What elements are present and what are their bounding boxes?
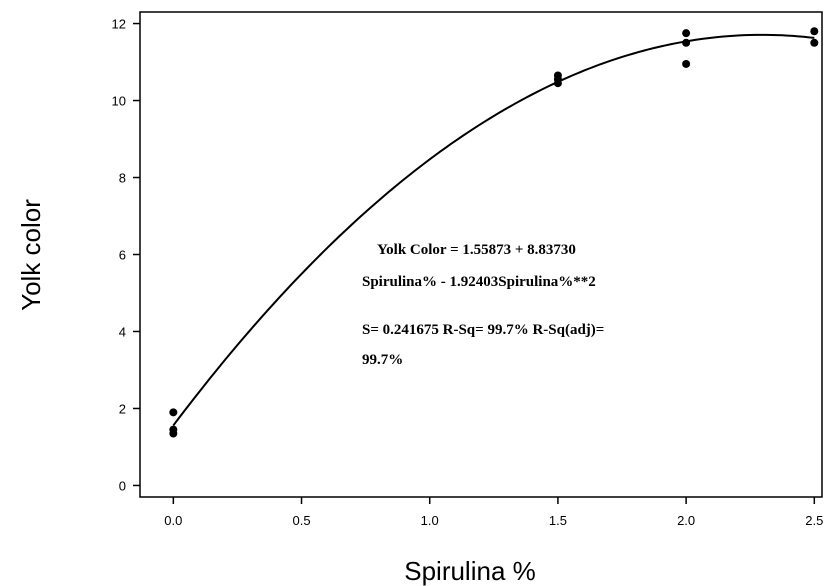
x-axis-ticks: 0.0 0.5 1.0 1.5 2.0 2.5 (164, 497, 823, 528)
annotation-line-2: Spirulina% - 1.92403Spirulina%**2 (362, 274, 596, 290)
fit-curve (172, 33, 815, 427)
data-point (553, 79, 562, 88)
data-point (810, 38, 819, 47)
y-tick-label: 0 (119, 478, 126, 493)
y-tick-label: 12 (112, 17, 126, 32)
y-tick-label: 2 (119, 401, 126, 416)
y-tick-label: 6 (119, 248, 126, 263)
data-point (682, 38, 691, 47)
data-point (810, 27, 819, 36)
x-tick-label: 0.0 (164, 513, 182, 528)
annotation-line-3: S= 0.241675 R-Sq= 99.7% R-Sq(adj)= (362, 322, 604, 338)
x-tick-label: 2.5 (805, 513, 823, 528)
annotation-line-4: 99.7% (362, 352, 403, 368)
y-axis-ticks: 0 2 4 6 8 10 12 (112, 17, 140, 493)
annotation-line-1: Yolk Color = 1.55873 + 8.83730 (377, 242, 576, 258)
y-tick-label: 8 (119, 171, 126, 186)
y-tick-label: 4 (119, 324, 126, 339)
x-axis-title: Spirulina % (404, 556, 536, 586)
data-point (682, 59, 691, 68)
x-tick-label: 0.5 (292, 513, 310, 528)
y-tick-label: 10 (112, 94, 126, 109)
data-point (169, 429, 178, 438)
data-point (169, 408, 178, 417)
x-tick-label: 1.5 (549, 513, 567, 528)
x-tick-label: 1.0 (421, 513, 439, 528)
data-points (169, 27, 819, 438)
data-point (682, 29, 691, 38)
y-axis-title: Yolk color (16, 199, 46, 311)
x-tick-label: 2.0 (677, 513, 695, 528)
